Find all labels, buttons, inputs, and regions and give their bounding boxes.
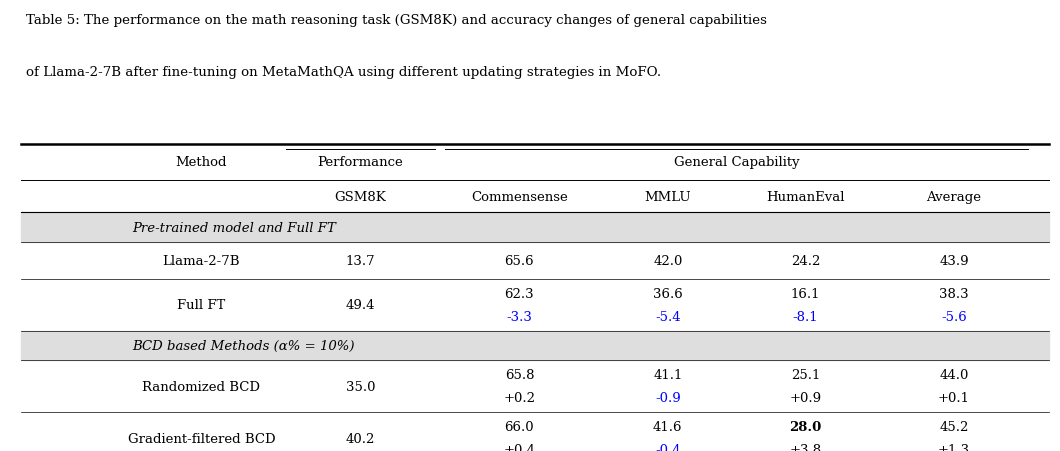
Text: 35.0: 35.0	[346, 380, 375, 393]
Text: Performance: Performance	[318, 156, 403, 169]
Text: 40.2: 40.2	[346, 432, 375, 445]
Text: 41.6: 41.6	[653, 420, 683, 433]
Text: Randomized BCD: Randomized BCD	[142, 380, 261, 393]
Text: -0.4: -0.4	[655, 443, 681, 451]
Text: 65.8: 65.8	[505, 368, 534, 382]
Text: 16.1: 16.1	[791, 287, 820, 300]
Bar	[21, 213, 1049, 242]
Text: -5.6: -5.6	[941, 310, 967, 323]
Text: 28.0: 28.0	[790, 420, 822, 433]
Text: Method: Method	[176, 156, 227, 169]
Text: -0.9: -0.9	[655, 391, 681, 404]
Text: 65.6: 65.6	[505, 254, 534, 267]
Text: +3.8: +3.8	[790, 443, 822, 451]
Text: of Llama-2-7B after fine-tuning on MetaMathQA using different updating strategie: of Llama-2-7B after fine-tuning on MetaM…	[26, 65, 661, 78]
Text: Commensense: Commensense	[471, 190, 568, 203]
Text: Llama-2-7B: Llama-2-7B	[162, 254, 241, 267]
Text: 38.3: 38.3	[939, 287, 969, 300]
Text: +0.2: +0.2	[504, 391, 535, 404]
Text: 66.0: 66.0	[505, 420, 534, 433]
Text: 24.2: 24.2	[791, 254, 820, 267]
Text: General Capability: General Capability	[674, 156, 799, 169]
Bar	[21, 331, 1049, 360]
Text: BCD based Methods (α% = 10%): BCD based Methods (α% = 10%)	[132, 339, 355, 352]
Text: +0.1: +0.1	[938, 391, 970, 404]
Text: GSM8K: GSM8K	[335, 190, 386, 203]
Text: Full FT: Full FT	[177, 299, 226, 312]
Text: -5.4: -5.4	[655, 310, 681, 323]
Text: 62.3: 62.3	[505, 287, 534, 300]
Text: Table 5: The performance on the math reasoning task (GSM8K) and accuracy changes: Table 5: The performance on the math rea…	[26, 14, 767, 27]
Text: MMLU: MMLU	[644, 190, 691, 203]
Text: -3.3: -3.3	[507, 310, 532, 323]
Text: 36.6: 36.6	[653, 287, 683, 300]
Text: HumanEval: HumanEval	[766, 190, 845, 203]
Text: Gradient-filtered BCD: Gradient-filtered BCD	[127, 432, 276, 445]
Text: 45.2: 45.2	[939, 420, 969, 433]
Text: 42.0: 42.0	[653, 254, 683, 267]
Text: 43.9: 43.9	[939, 254, 969, 267]
Text: Average: Average	[926, 190, 982, 203]
Text: 25.1: 25.1	[791, 368, 820, 382]
Text: 13.7: 13.7	[346, 254, 375, 267]
Text: 41.1: 41.1	[653, 368, 683, 382]
Text: 49.4: 49.4	[346, 299, 375, 312]
Text: Pre-trained model and Full FT: Pre-trained model and Full FT	[132, 221, 336, 234]
Text: 44.0: 44.0	[939, 368, 969, 382]
Text: +1.3: +1.3	[938, 443, 970, 451]
Text: +0.9: +0.9	[790, 391, 822, 404]
Text: -8.1: -8.1	[793, 310, 818, 323]
Text: +0.4: +0.4	[504, 443, 535, 451]
